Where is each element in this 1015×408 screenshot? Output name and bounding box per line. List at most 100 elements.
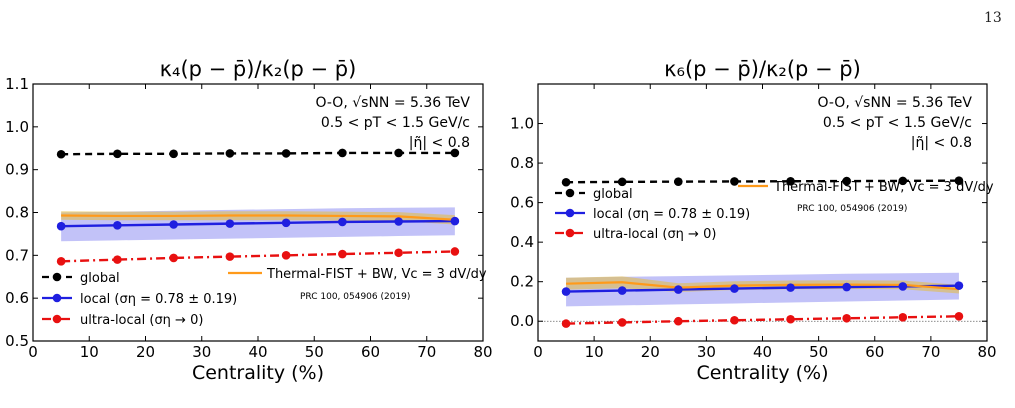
series-line-2 bbox=[61, 250, 455, 263]
legend-marker-2 bbox=[52, 314, 62, 324]
data-point-2-0 bbox=[56, 257, 66, 266]
legend-marker-1 bbox=[565, 208, 575, 218]
series-line-0 bbox=[61, 151, 455, 156]
y-tick-label: 0.5 bbox=[5, 332, 29, 350]
chart-kappa6-over-kappa2: κ₆(p − p̄)/κ₂(p − p̄) 0 10 20 30 40 50 60 70 80 0.… bbox=[510, 57, 996, 384]
data-point-2-1 bbox=[113, 255, 122, 264]
y-tick-label: 1.1 bbox=[5, 75, 29, 93]
data-point-1-2 bbox=[674, 285, 683, 294]
data-point-1-4 bbox=[786, 283, 795, 292]
annotation-2: |η̃| < 0.8 bbox=[911, 135, 972, 151]
data-point-0-6 bbox=[898, 176, 908, 186]
legend-marker-0 bbox=[52, 272, 62, 282]
y-tick-label: 0.2 bbox=[510, 273, 534, 291]
data-point-1-6 bbox=[898, 282, 908, 291]
x-tick-label: 80 bbox=[977, 343, 996, 361]
data-point-2-2 bbox=[674, 316, 683, 326]
annotation-1: 0.5 < pT < 1.5 GeV/c bbox=[321, 115, 470, 131]
annotation-0: O-O, √sNN = 5.36 TeV bbox=[315, 95, 470, 111]
data-point-2-2 bbox=[169, 253, 178, 263]
series-line-1 bbox=[61, 219, 455, 228]
legend-label-0: global bbox=[80, 271, 120, 286]
y-tick-label: 0.8 bbox=[510, 154, 534, 172]
data-point-2-5 bbox=[338, 249, 347, 259]
model-uncertainty-band bbox=[61, 211, 455, 225]
legend-label-model: Thermal-FIST + BW, Vc = 3 dV/dy bbox=[266, 267, 487, 282]
data-point-1-7 bbox=[954, 281, 964, 290]
legend-marker-0 bbox=[565, 188, 575, 198]
page-number: 13 bbox=[984, 10, 1002, 26]
data-point-0-2 bbox=[169, 149, 178, 159]
series-line-0 bbox=[566, 179, 959, 184]
data-point-1-2 bbox=[169, 220, 178, 229]
data-point-2-7 bbox=[450, 247, 460, 256]
data-point-1-6 bbox=[394, 217, 403, 226]
y-tick-label: 1.0 bbox=[510, 115, 534, 133]
x-tick-label: 40 bbox=[248, 343, 267, 361]
data-point-1-1 bbox=[113, 221, 122, 230]
y-tick-label: 0.6 bbox=[510, 194, 534, 212]
x-axis-label: Centrality (%) bbox=[696, 362, 828, 384]
y-tick-label: 0.6 bbox=[5, 289, 29, 307]
data-point-0-4 bbox=[786, 176, 795, 186]
data-point-0-0 bbox=[56, 149, 66, 159]
data-point-1-3 bbox=[730, 284, 739, 293]
x-tick-label: 10 bbox=[585, 343, 604, 361]
legend-label-2: ultra-local (ση → 0) bbox=[593, 227, 716, 242]
x-tick-label: 30 bbox=[697, 343, 716, 361]
data-point-0-6 bbox=[394, 148, 403, 158]
data-point-2-3 bbox=[730, 315, 739, 325]
data-point-0-5 bbox=[842, 176, 851, 186]
x-tick-label: 70 bbox=[921, 343, 940, 361]
x-tick-label: 0 bbox=[28, 343, 38, 361]
data-point-0-7 bbox=[450, 148, 460, 158]
series-line-3 bbox=[566, 281, 960, 291]
data-point-2-4 bbox=[786, 314, 795, 324]
data-point-1-5 bbox=[842, 282, 851, 292]
data-point-2-1 bbox=[617, 318, 627, 327]
model-reference: PRC 100, 054906 (2019) bbox=[300, 292, 410, 302]
data-point-1-5 bbox=[338, 217, 347, 227]
data-point-1-4 bbox=[281, 218, 291, 228]
data-point-0-1 bbox=[617, 177, 627, 187]
x-tick-label: 60 bbox=[361, 343, 380, 361]
data-point-0-4 bbox=[281, 149, 291, 158]
chart-kappa4-over-kappa2: κ₄(p − p̄)/κ₂(p − p̄) 0 10 20 30 40 50 60 70 80 0.… bbox=[5, 57, 492, 384]
y-tick-label: 0.0 bbox=[510, 312, 534, 330]
data-point-2-7 bbox=[954, 311, 964, 321]
x-axis-label: Centrality (%) bbox=[192, 362, 324, 384]
data-point-2-6 bbox=[394, 248, 403, 258]
x-tick-label: 70 bbox=[417, 343, 436, 361]
legend-marker-1 bbox=[52, 293, 62, 303]
data-point-2-5 bbox=[842, 313, 851, 323]
legend-label-2: ultra-local (ση → 0) bbox=[80, 313, 203, 328]
legend-label-0: global bbox=[593, 187, 633, 202]
y-tick-label: 0.9 bbox=[5, 161, 29, 179]
y-tick-label: 1.0 bbox=[5, 118, 29, 136]
annotation-0: O-O, √sNN = 5.36 TeV bbox=[817, 95, 972, 111]
data-point-0-3 bbox=[730, 177, 739, 186]
legend-label-model: Thermal-FIST + BW, Vc = 3 dV/dy bbox=[773, 180, 994, 195]
data-point-0-3 bbox=[225, 149, 235, 158]
data-point-0-7 bbox=[954, 176, 964, 185]
annotation-2: |η̃| < 0.8 bbox=[409, 135, 470, 151]
data-point-1-0 bbox=[56, 221, 66, 231]
series-line-3 bbox=[61, 214, 455, 221]
data-point-0-0 bbox=[561, 177, 571, 187]
data-point-2-0 bbox=[561, 319, 571, 328]
legend-label-1: local (ση = 0.78 ± 0.19) bbox=[593, 207, 750, 222]
data-point-0-2 bbox=[674, 177, 683, 186]
x-tick-label: 40 bbox=[753, 343, 772, 361]
data-point-2-3 bbox=[225, 252, 235, 261]
x-tick-label: 0 bbox=[533, 343, 543, 361]
y-tick-label: 0.7 bbox=[5, 246, 29, 264]
x-tick-label: 10 bbox=[80, 343, 99, 361]
annotation-1: 0.5 < pT < 1.5 GeV/c bbox=[823, 115, 972, 131]
x-tick-label: 20 bbox=[641, 343, 660, 361]
data-point-1-7 bbox=[450, 216, 460, 226]
x-tick-label: 20 bbox=[136, 343, 155, 361]
data-point-1-0 bbox=[561, 287, 571, 296]
x-tick-label: 50 bbox=[305, 343, 324, 361]
chart-title: κ₄(p − p̄)/κ₂(p − p̄) bbox=[160, 57, 357, 81]
data-point-0-1 bbox=[113, 149, 122, 159]
